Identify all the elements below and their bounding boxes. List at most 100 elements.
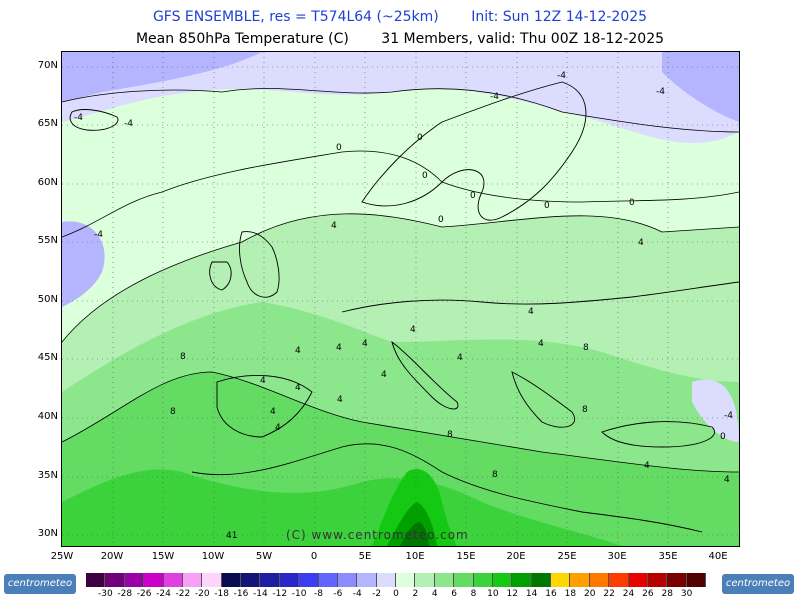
lon-label: 35E: [658, 551, 678, 562]
legend-swatch: [589, 573, 610, 587]
legend-swatch: [647, 573, 668, 587]
legend-tick-label: 4: [431, 589, 438, 599]
contour-label: 0: [422, 171, 428, 181]
contour-label: 0: [470, 191, 476, 201]
centrometeo-logo-left: centrometeo: [4, 574, 76, 594]
contour-label: 0: [336, 143, 342, 153]
legend-tick-label: 0: [393, 589, 399, 599]
legend-swatch: [105, 573, 125, 587]
isotherm-8: [62, 371, 739, 473]
model-info: GFS ENSEMBLE, res = T574L64 (~25km): [152, 9, 439, 25]
coastlines: [69, 81, 739, 533]
contour-label: 0: [438, 215, 444, 225]
contour-label: 4: [457, 353, 463, 363]
lat-label: 45N: [37, 352, 58, 363]
legend-swatch: [531, 573, 551, 587]
legend-tick-label: -20: [194, 589, 210, 599]
shading-14-16: [400, 522, 429, 546]
contour-label: 8: [492, 470, 498, 480]
isotherm-0: [62, 150, 739, 238]
legend-swatch: [454, 573, 474, 587]
contour-label: 4: [270, 407, 276, 417]
legend-tick-label: 28: [661, 589, 673, 599]
legend-tick-label: 2: [412, 589, 419, 599]
lon-label: 25W: [50, 551, 74, 562]
great-britain: [239, 231, 280, 298]
legend-tick-label: -4: [352, 589, 362, 599]
contour-labels: -4 -4 -4 -4 -4 -4 0 0 0 0 0 0 0 4 4 4 4 …: [74, 71, 733, 541]
lon-label: 40E: [708, 551, 728, 562]
legend-swatch: [686, 573, 706, 587]
legend-swatch: [628, 573, 648, 587]
lon-label: 20W: [100, 551, 124, 562]
valid-time: 31 Members, valid: Thu 00Z 18-12-2025: [381, 31, 665, 47]
contour-label: 4: [295, 346, 301, 356]
legend-swatch: [144, 573, 164, 587]
isotherm-minus4: [62, 88, 739, 133]
lon-label: 30E: [607, 551, 627, 562]
contour-label: 8: [583, 343, 589, 353]
lat-label: 55N: [37, 235, 58, 246]
contour-label: 0: [544, 201, 550, 211]
lat-label: 50N: [37, 294, 58, 305]
legend-swatch: [299, 573, 319, 587]
legend-swatch: [415, 573, 435, 587]
map-canvas: -4 -4 -4 -4 -4 -4 0 0 0 0 0 0 0 4 4 4 4 …: [62, 52, 739, 546]
contour-label: 4: [644, 461, 650, 471]
color-legend: [86, 573, 706, 587]
legend-tick-label: -12: [272, 589, 288, 599]
legend-swatch: [570, 573, 590, 587]
contour-label: -4: [490, 92, 499, 102]
contour-label: 4: [260, 376, 266, 386]
contour-label: -4: [124, 119, 133, 129]
legend-tick-label: -22: [175, 589, 191, 599]
contour-label: 4: [295, 383, 301, 393]
legend-swatch: [473, 573, 493, 587]
lat-label: 60N: [37, 177, 58, 188]
contour-label: 4: [336, 343, 342, 353]
legend-tick-label: 26: [642, 589, 654, 599]
contour-label: 0: [417, 133, 423, 143]
contour-label: 8: [180, 352, 186, 362]
lon-label: 15W: [151, 551, 175, 562]
legend-tick-label: 8: [470, 589, 477, 599]
contour-label: 4: [275, 423, 281, 433]
legend-swatch: [124, 573, 145, 587]
isotherm-4: [62, 213, 739, 343]
legend-tick-label: -14: [253, 589, 268, 599]
lon-label: 15E: [456, 551, 476, 562]
contour-label: 4: [337, 395, 343, 405]
shading-cold-arctic: [62, 52, 262, 102]
shading-8-10: [62, 469, 622, 546]
contour-label: -4: [94, 230, 103, 240]
contour-label: -4: [74, 113, 83, 123]
contour-label: 8: [582, 405, 588, 415]
contour-label: 4: [724, 475, 730, 485]
legend-swatch: [221, 573, 241, 587]
lon-label: 10E: [405, 551, 425, 562]
iceland: [69, 109, 119, 131]
contour-label: 0: [629, 198, 635, 208]
turkey-coast: [601, 421, 715, 448]
lon-label: 10W: [201, 551, 225, 562]
legend-tick-label: 16: [545, 589, 557, 599]
contour-label: 41: [226, 531, 237, 541]
legend-tick-label: 30: [680, 589, 693, 599]
title-line-2: Mean 850hPa Temperature (C) 31 Members, …: [0, 31, 800, 47]
legend-tick-label: 14: [525, 589, 538, 599]
contour-label: -4: [656, 87, 665, 97]
ireland: [209, 261, 232, 291]
contour-label: -4: [724, 411, 733, 421]
contour-label: 4: [362, 339, 368, 349]
legend-tick-label: 12: [506, 589, 518, 599]
title-line-1: GFS ENSEMBLE, res = T574L64 (~25km) Init…: [0, 9, 800, 25]
contour-label: 8: [447, 430, 453, 440]
legend-swatch: [337, 573, 358, 587]
legend-tick-label: -2: [372, 589, 382, 599]
legend-swatch: [609, 573, 629, 587]
shading-cold-russia: [662, 52, 739, 122]
contour-label: 4: [528, 307, 534, 317]
legend-swatch: [202, 573, 222, 587]
central-europe-border: [341, 281, 739, 313]
legend-tick-label: 22: [603, 589, 615, 599]
